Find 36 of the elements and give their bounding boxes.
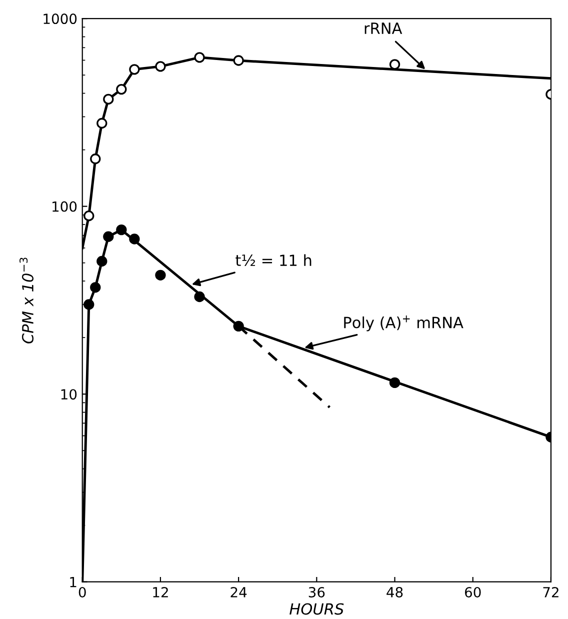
- point: [129, 234, 140, 244]
- point: [155, 61, 166, 72]
- point: [389, 377, 400, 388]
- point: [84, 210, 94, 222]
- x-tick-label: 24: [230, 586, 247, 598]
- y-axis-title: CPM x 10$^{−3}$: [20, 258, 34, 344]
- y-tick-label: 10: [61, 389, 77, 400]
- point: [116, 84, 127, 95]
- x-tick-label: 12: [153, 586, 168, 598]
- point: [96, 256, 108, 267]
- point: [194, 291, 205, 302]
- y-tick-label: 100: [52, 201, 77, 212]
- point: [389, 59, 400, 70]
- annotation: Poly (A)$^{+}$ mRNA: [344, 316, 464, 332]
- x-tick-label: 60: [464, 586, 481, 598]
- point: [103, 231, 114, 242]
- x-tick-label: 72: [543, 586, 558, 598]
- point: [90, 154, 101, 164]
- y-tick-label: 1000: [44, 14, 77, 24]
- point: [103, 94, 114, 105]
- point: [84, 299, 94, 310]
- point: [90, 282, 101, 293]
- x-tick-label: 48: [386, 586, 403, 598]
- y-tick-label: 1: [70, 577, 76, 588]
- annotation: t½ = 11 h: [236, 254, 312, 266]
- point: [233, 320, 244, 332]
- point: [194, 52, 205, 63]
- point: [155, 270, 166, 280]
- x-axis-title: HOURS: [290, 603, 344, 615]
- point: [116, 224, 127, 236]
- x-tick-label: 36: [308, 586, 325, 598]
- annotation: rRNA: [364, 22, 402, 34]
- x-tick-label: 0: [78, 586, 86, 598]
- point: [129, 64, 140, 75]
- point: [96, 118, 108, 129]
- point: [233, 55, 244, 66]
